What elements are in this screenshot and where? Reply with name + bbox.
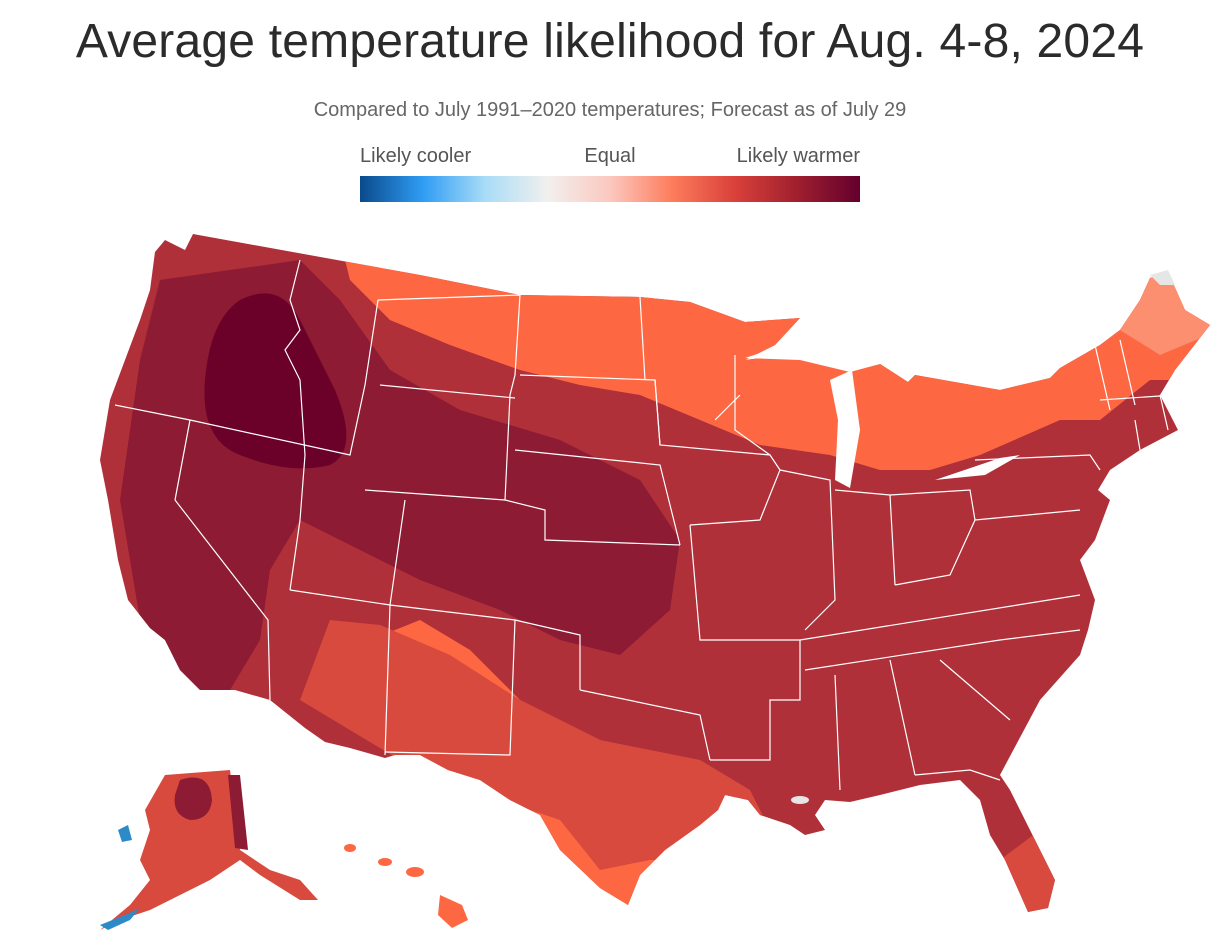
likely-warmer-band-darkest-northwest [204,293,347,469]
legend-label-cooler: Likely cooler [360,145,472,167]
maine-water [1150,270,1175,285]
hawaii-big-island [438,895,468,928]
lake-erie [935,455,1020,480]
alaska-land [100,770,318,930]
alaska-dark-zone [174,777,212,820]
hawaii-maui [406,867,424,877]
alaska [100,770,318,930]
legend-label-equal: Equal [584,145,636,167]
hawaii [344,844,468,928]
state-borders [114,259,1176,791]
legend-color-bar [360,176,860,202]
lake-michigan [830,370,860,488]
map-subtitle: Compared to July 1991–2020 temperatures;… [313,99,907,121]
legend-labels: Likely cooler Equal Likely warmer [360,145,860,171]
legend-label-warmer: Likely warmer [736,145,860,167]
map-title: Average temperature likelihood for Aug. … [75,15,1145,68]
alaska-dark-band-east [228,775,248,850]
lake-pontchartrain [791,796,809,804]
likely-warmer-band-light-southwest [300,620,770,880]
water-bodies [745,270,1175,804]
hawaii-oahu [378,858,392,866]
hawaii-kauai [344,844,356,852]
lake-superior [745,340,880,372]
